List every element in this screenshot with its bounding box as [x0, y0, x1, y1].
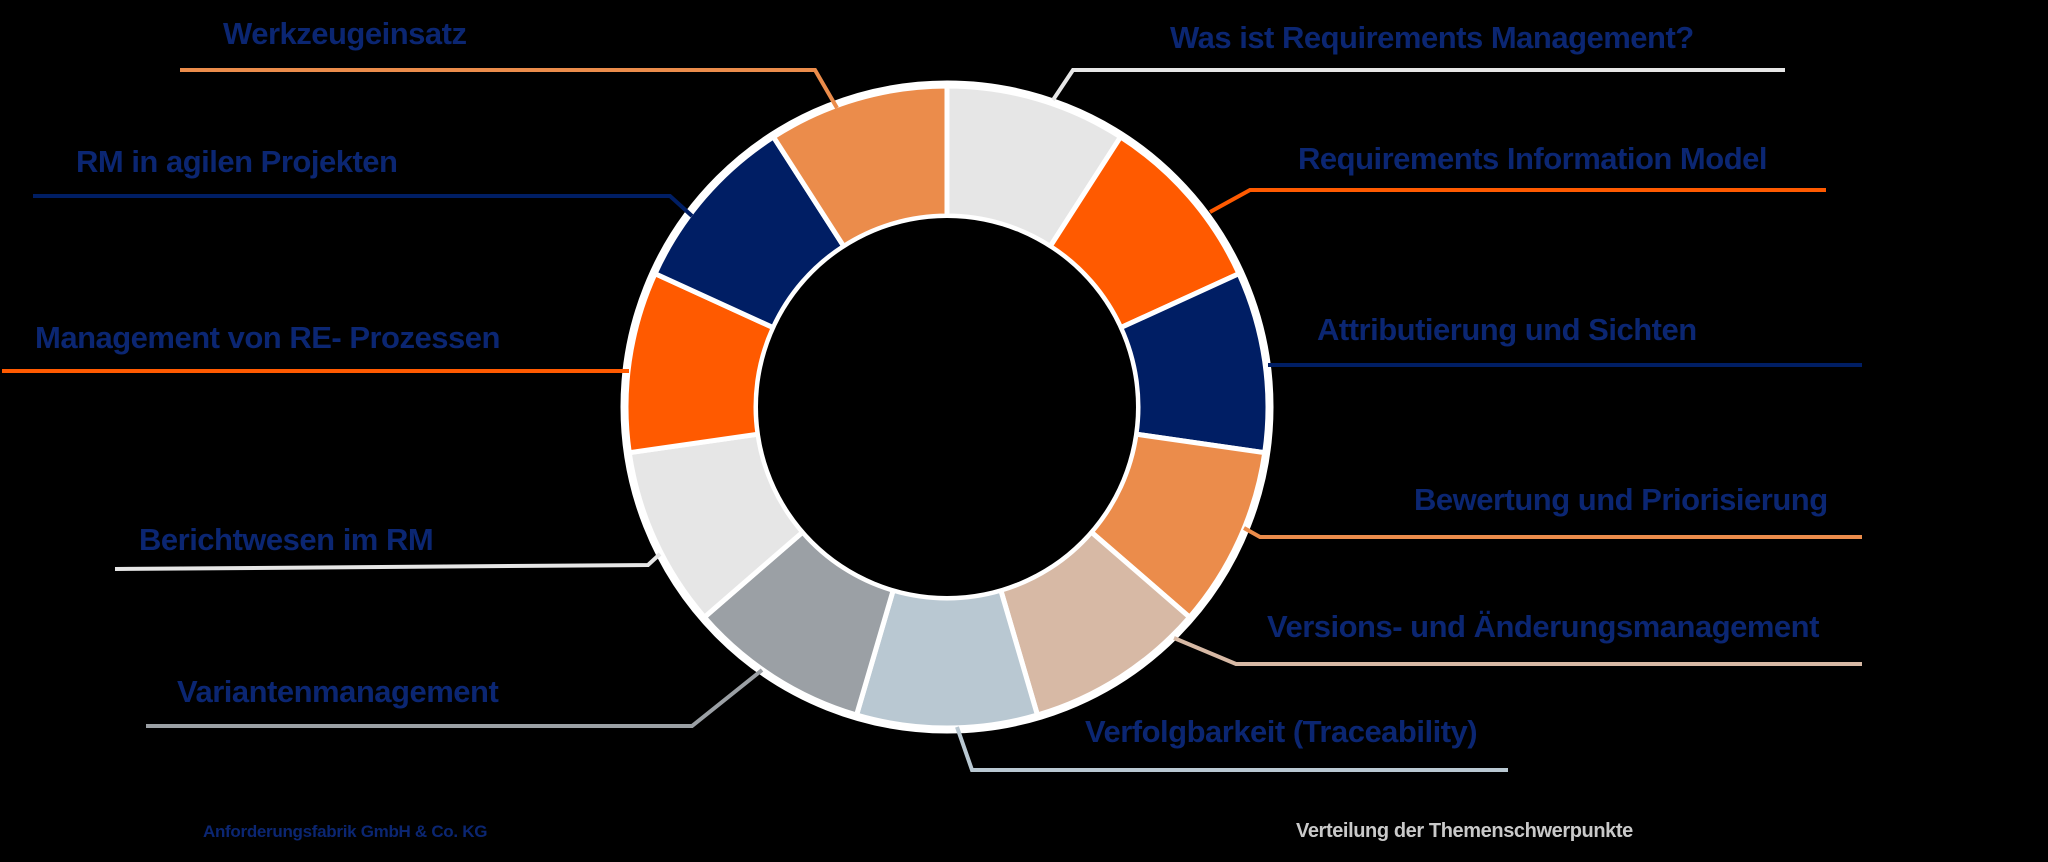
leader-line-werkzeugeinsatz — [180, 68, 839, 110]
label-varianten: Variantenmanagement — [177, 674, 499, 709]
label-verfolgbarkeit: Verfolgbarkeit (Traceability) — [1085, 714, 1478, 749]
label-attributierung: Attributierung und Sichten — [1317, 312, 1697, 347]
label-was-ist-rm: Was ist Requirements Management? — [1170, 20, 1694, 55]
donut-segments — [620, 80, 1274, 734]
label-rim: Requirements Information Model — [1298, 141, 1767, 176]
leader-lines — [2, 68, 1862, 772]
company-name: Anforderungsfabrik GmbH & Co. KG — [203, 822, 488, 841]
leader-line-versions — [1173, 636, 1862, 666]
label-versions: Versions- und Änderungsmanagement — [1267, 609, 1819, 644]
leader-line-was-ist-rm — [1051, 68, 1785, 102]
leader-line-rim — [1209, 188, 1826, 214]
label-management-re: Management von RE- Prozessen — [35, 320, 500, 355]
label-werkzeugeinsatz: Werkzeugeinsatz — [223, 16, 467, 51]
label-bewertung: Bewertung und Priorisierung — [1414, 482, 1828, 517]
leader-line-bewertung — [1243, 526, 1862, 539]
leader-line-varianten — [146, 668, 764, 728]
donut-hole — [758, 218, 1136, 596]
donut-segment — [770, 83, 950, 249]
chart-caption: Verteilung der Themenschwerpunkte — [1296, 820, 1633, 842]
leader-line-rm-agil — [33, 194, 694, 218]
leader-line-berichtwesen — [114, 552, 662, 571]
label-rm-agil: RM in agilen Projekten — [76, 144, 398, 179]
leader-line-verfolgbarkeit — [955, 726, 1508, 772]
label-berichtwesen: Berichtwesen im RM — [139, 522, 434, 557]
